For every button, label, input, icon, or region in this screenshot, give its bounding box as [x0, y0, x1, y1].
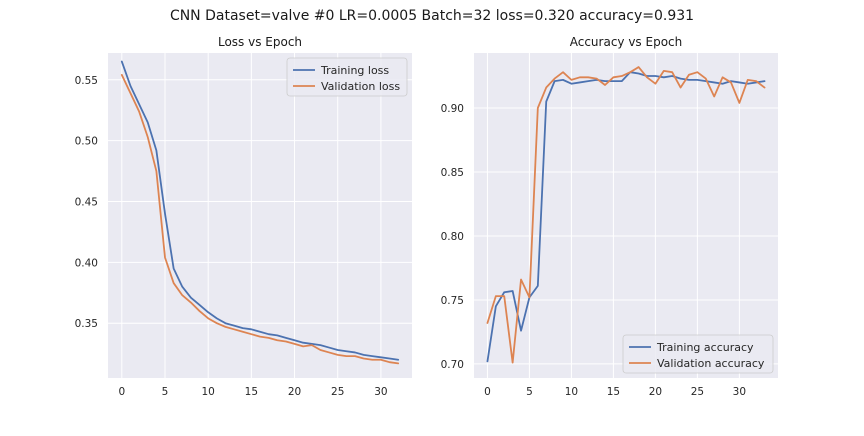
y-tick-label: 0.75: [441, 295, 464, 307]
y-tick-label: 0.50: [75, 136, 98, 148]
x-tick-label: 20: [288, 386, 301, 398]
legend-label: Training loss: [320, 64, 389, 77]
validation-accuracy-line: [486, 66, 766, 364]
y-tick-label: 0.70: [441, 359, 464, 371]
x-tick-label: 0: [484, 386, 491, 398]
x-tick-label: 10: [565, 386, 578, 398]
x-tick-label: 20: [649, 386, 662, 398]
legend-label: Validation loss: [321, 80, 400, 93]
x-tick-label: 15: [607, 386, 620, 398]
x-tick-label: 5: [162, 386, 169, 398]
y-tick-label: 0.35: [75, 318, 98, 330]
chart-title: Loss vs Epoch: [218, 35, 302, 49]
x-tick-label: 0: [118, 386, 125, 398]
legend: Training accuracy Validation accuracy: [622, 334, 774, 374]
accuracy-chart: 0 5 10 15 20 25 30 0.70 0.75 0.80 0.85 0.90 Accuracy…: [441, 35, 778, 398]
plot-area: [474, 53, 778, 378]
legend-label: Validation accuracy: [657, 357, 765, 370]
legend-box: [622, 334, 774, 374]
validation-loss-line: [120, 74, 400, 365]
legend-box: [286, 57, 408, 97]
x-tick-label: 10: [201, 386, 214, 398]
x-tick-label: 30: [374, 386, 387, 398]
legend-label: Training accuracy: [656, 341, 754, 354]
plot-area: [108, 53, 412, 378]
x-tick-label: 15: [245, 386, 258, 398]
y-tick-label: 0.55: [75, 75, 98, 87]
training-accuracy-line: [486, 71, 766, 363]
loss-chart: 0 5 10 15 20 25 30 0.35 0.40 0.45 0.50 0.55 Loss vs …: [75, 35, 412, 398]
y-tick-label: 0.85: [441, 167, 464, 179]
chart-title: Accuracy vs Epoch: [570, 35, 683, 49]
x-tick-label: 30: [733, 386, 746, 398]
legend: Training loss Validation loss: [286, 57, 408, 97]
x-tick-label: 5: [526, 386, 533, 398]
y-tick-label: 0.45: [75, 197, 98, 209]
y-tick-label: 0.40: [75, 257, 98, 269]
y-tick-label: 0.90: [441, 103, 464, 115]
training-loss-line: [120, 60, 400, 361]
y-tick-label: 0.80: [441, 231, 464, 243]
figure-title: CNN Dataset=valve #0 LR=0.0005 Batch=32 …: [170, 8, 694, 24]
x-tick-label: 25: [331, 386, 344, 398]
x-tick-label: 25: [691, 386, 704, 398]
